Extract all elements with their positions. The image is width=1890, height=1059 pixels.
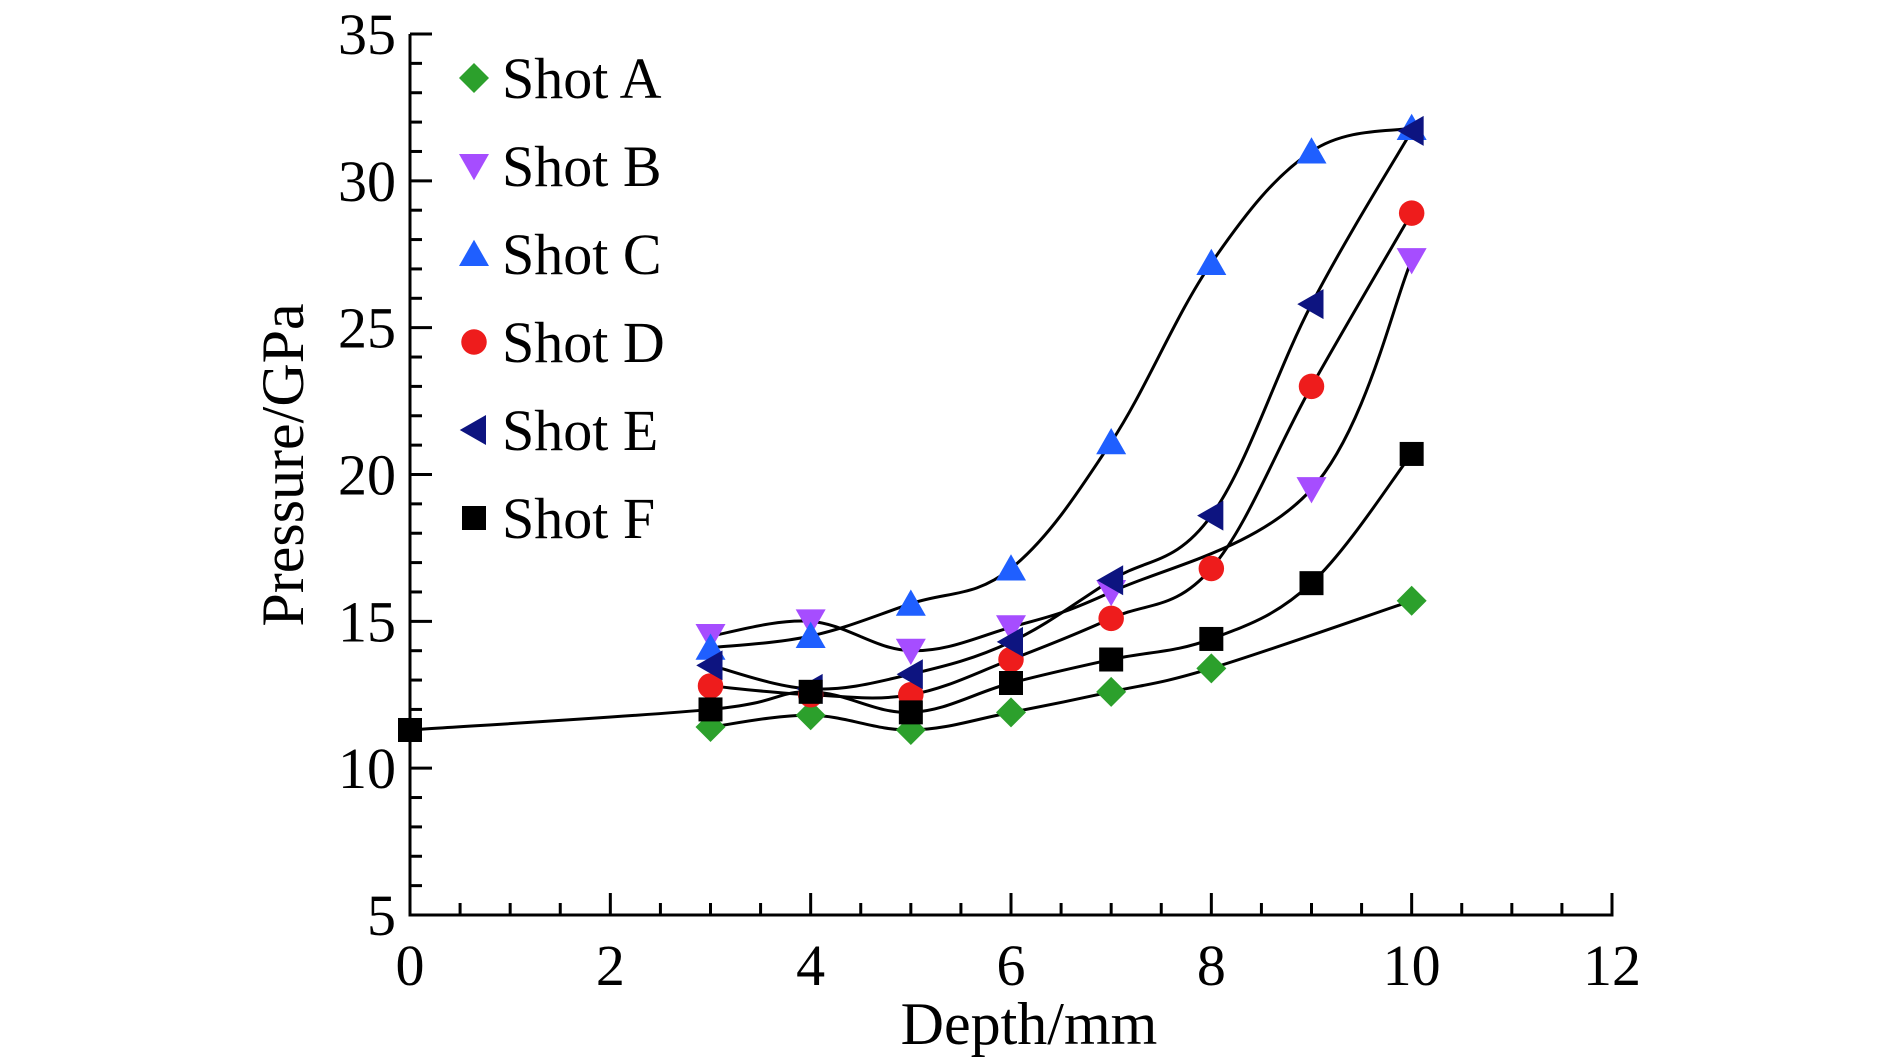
legend-entry: Shot E — [459, 398, 658, 463]
fit-curve — [710, 259, 1414, 653]
data-point — [795, 621, 826, 649]
x-tick-label: 6 — [997, 933, 1026, 998]
legend-marker — [462, 506, 486, 530]
legend-marker — [459, 415, 486, 445]
legend-marker — [461, 329, 487, 355]
data-point — [895, 589, 926, 616]
data-point — [1096, 565, 1124, 596]
y-axis-title: Pressure/GPa — [250, 303, 316, 626]
data-point — [895, 638, 926, 665]
data-point — [1099, 647, 1124, 672]
data-point — [1396, 248, 1427, 275]
y-tick-label: 15 — [338, 589, 396, 654]
fit-curve — [710, 130, 1413, 691]
data-point — [996, 554, 1026, 581]
legend-entry: Shot B — [459, 134, 662, 199]
data-point — [1098, 605, 1124, 632]
data-point — [1199, 626, 1224, 651]
x-tick-label: 0 — [396, 933, 425, 998]
legend-entry: Shot A — [459, 46, 662, 111]
x-tick-label: 8 — [1197, 933, 1226, 998]
data-point — [1399, 441, 1424, 466]
legend-entry: Shot C — [459, 222, 662, 287]
legend-label: Shot A — [502, 46, 662, 111]
legend-label: Shot B — [502, 134, 662, 199]
y-tick-label: 20 — [338, 443, 396, 508]
legend-marker — [459, 154, 489, 181]
data-point — [1196, 248, 1227, 276]
y-tick-label: 30 — [338, 149, 396, 214]
legend: Shot A Shot B Shot C Shot D Shot E Shot F — [459, 46, 665, 551]
data-point — [996, 615, 1026, 642]
data-point — [795, 700, 826, 731]
y-tick-label: 10 — [338, 736, 396, 801]
data-point — [898, 700, 923, 725]
data-point — [1298, 373, 1325, 400]
x-tick-label: 12 — [1583, 933, 1641, 998]
data-point — [696, 650, 723, 681]
axes: 0 2 4 6 8 10 12 5 10 15 20 25 30 35 — [338, 2, 1641, 998]
y-tick-label: 35 — [338, 2, 396, 67]
data-point — [697, 673, 724, 699]
legend-label: Shot F — [502, 486, 655, 551]
legend-marker — [459, 63, 489, 93]
data-point — [1397, 115, 1424, 146]
x-tick-label: 2 — [596, 933, 625, 998]
x-axis-title: Depth/mm — [901, 991, 1158, 1057]
legend-label: Shot D — [502, 310, 665, 375]
legend-label: Shot E — [502, 398, 658, 463]
data-point — [1296, 137, 1327, 164]
data-markers — [398, 113, 1427, 745]
y-tick-label: 25 — [338, 296, 396, 361]
data-point — [999, 671, 1023, 696]
data-point — [1297, 289, 1324, 320]
x-tick-label: 4 — [796, 933, 825, 998]
y-tick-label: 5 — [367, 883, 396, 948]
data-point — [1398, 200, 1425, 226]
legend-marker — [459, 239, 489, 266]
legend-label: Shot C — [502, 222, 662, 287]
data-point — [398, 717, 422, 742]
legend-entry: Shot F — [462, 486, 655, 551]
data-point — [1196, 653, 1227, 684]
x-tick-label: 10 — [1383, 933, 1441, 998]
legend-entry: Shot D — [461, 310, 665, 375]
data-point — [1396, 585, 1427, 616]
data-point — [1197, 500, 1224, 531]
data-point — [996, 626, 1023, 657]
data-point — [798, 679, 823, 704]
data-point — [698, 697, 723, 722]
data-point — [1299, 571, 1324, 596]
fit-curve — [710, 126, 1413, 650]
data-point — [996, 697, 1026, 728]
data-point — [1198, 555, 1225, 582]
data-point — [1096, 676, 1127, 707]
data-point — [896, 659, 923, 690]
data-point — [1296, 477, 1327, 504]
data-point — [1096, 427, 1127, 455]
